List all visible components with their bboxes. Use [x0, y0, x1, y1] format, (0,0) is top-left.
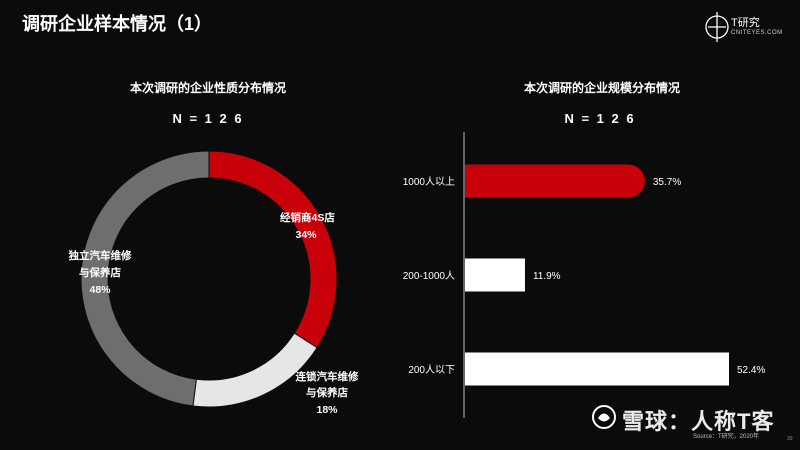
donut-slice-0 [208, 150, 338, 349]
bar-value-label-1: 11.9% [533, 271, 561, 282]
bar-0 [465, 164, 645, 198]
logo-text: T研究 [731, 17, 760, 29]
donut-label-0: 经销商4S店 [280, 211, 335, 224]
donut-chart-title: 本次调研的企业性质分布情况 [129, 81, 286, 95]
donut-value-label-1: 18% [316, 404, 338, 416]
donut-label-1-line1: 连锁汽车维修 [296, 370, 359, 383]
t-research-logo-icon [705, 12, 729, 42]
bar-value-label-2: 52.4% [737, 365, 765, 376]
bar-category-label-2: 200人以下 [408, 364, 455, 376]
watermark-text: 雪球：人称T客 [622, 409, 775, 434]
donut-value-label-2: 48% [89, 284, 111, 296]
bar-chart-title: 本次调研的企业规模分布情况 [523, 81, 680, 95]
snowball-logo-icon [592, 405, 616, 429]
bar-value-label-0: 35.7% [653, 177, 681, 188]
logo-subtext: CNITEYES.COM [731, 30, 783, 36]
donut-label-2-line1: 独立汽车维修 [68, 249, 132, 262]
donut-slice-2 [80, 150, 210, 407]
page-title: 调研企业样本情况（1） [22, 14, 213, 34]
bar-2 [465, 352, 729, 386]
bar-category-label-1: 200-1000人 [403, 270, 455, 282]
bar-category-label-0: 1000人以上 [403, 176, 455, 188]
bar-0-left-cap [465, 164, 498, 198]
page-number: 39 [787, 436, 793, 442]
donut-label-2-line2: 与保养店 [79, 266, 121, 279]
donut-value-label-0: 34% [295, 229, 317, 241]
donut-n-label: N = 1 2 6 [172, 111, 244, 126]
donut-label-1-line2: 与保养店 [306, 386, 348, 399]
source-note: Source：T研究，2020年 [693, 434, 760, 440]
bar-n-label: N = 1 2 6 [564, 111, 636, 126]
bar-1 [465, 258, 525, 292]
